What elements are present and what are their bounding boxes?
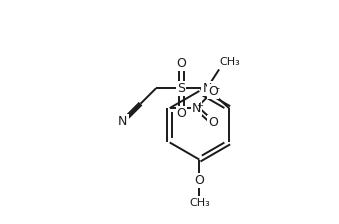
Text: -: - bbox=[216, 83, 220, 93]
Text: CH₃: CH₃ bbox=[189, 198, 210, 208]
Text: O: O bbox=[208, 116, 218, 129]
Text: O: O bbox=[208, 85, 218, 98]
Text: N: N bbox=[118, 115, 127, 128]
Text: O: O bbox=[177, 107, 186, 120]
Text: +: + bbox=[196, 101, 203, 110]
Text: CH₃: CH₃ bbox=[220, 57, 240, 67]
Text: •: • bbox=[208, 80, 216, 94]
Text: N: N bbox=[192, 102, 201, 115]
Text: O: O bbox=[195, 174, 204, 187]
Text: O: O bbox=[177, 57, 186, 70]
Text: S: S bbox=[178, 82, 185, 95]
Text: N: N bbox=[202, 82, 212, 95]
